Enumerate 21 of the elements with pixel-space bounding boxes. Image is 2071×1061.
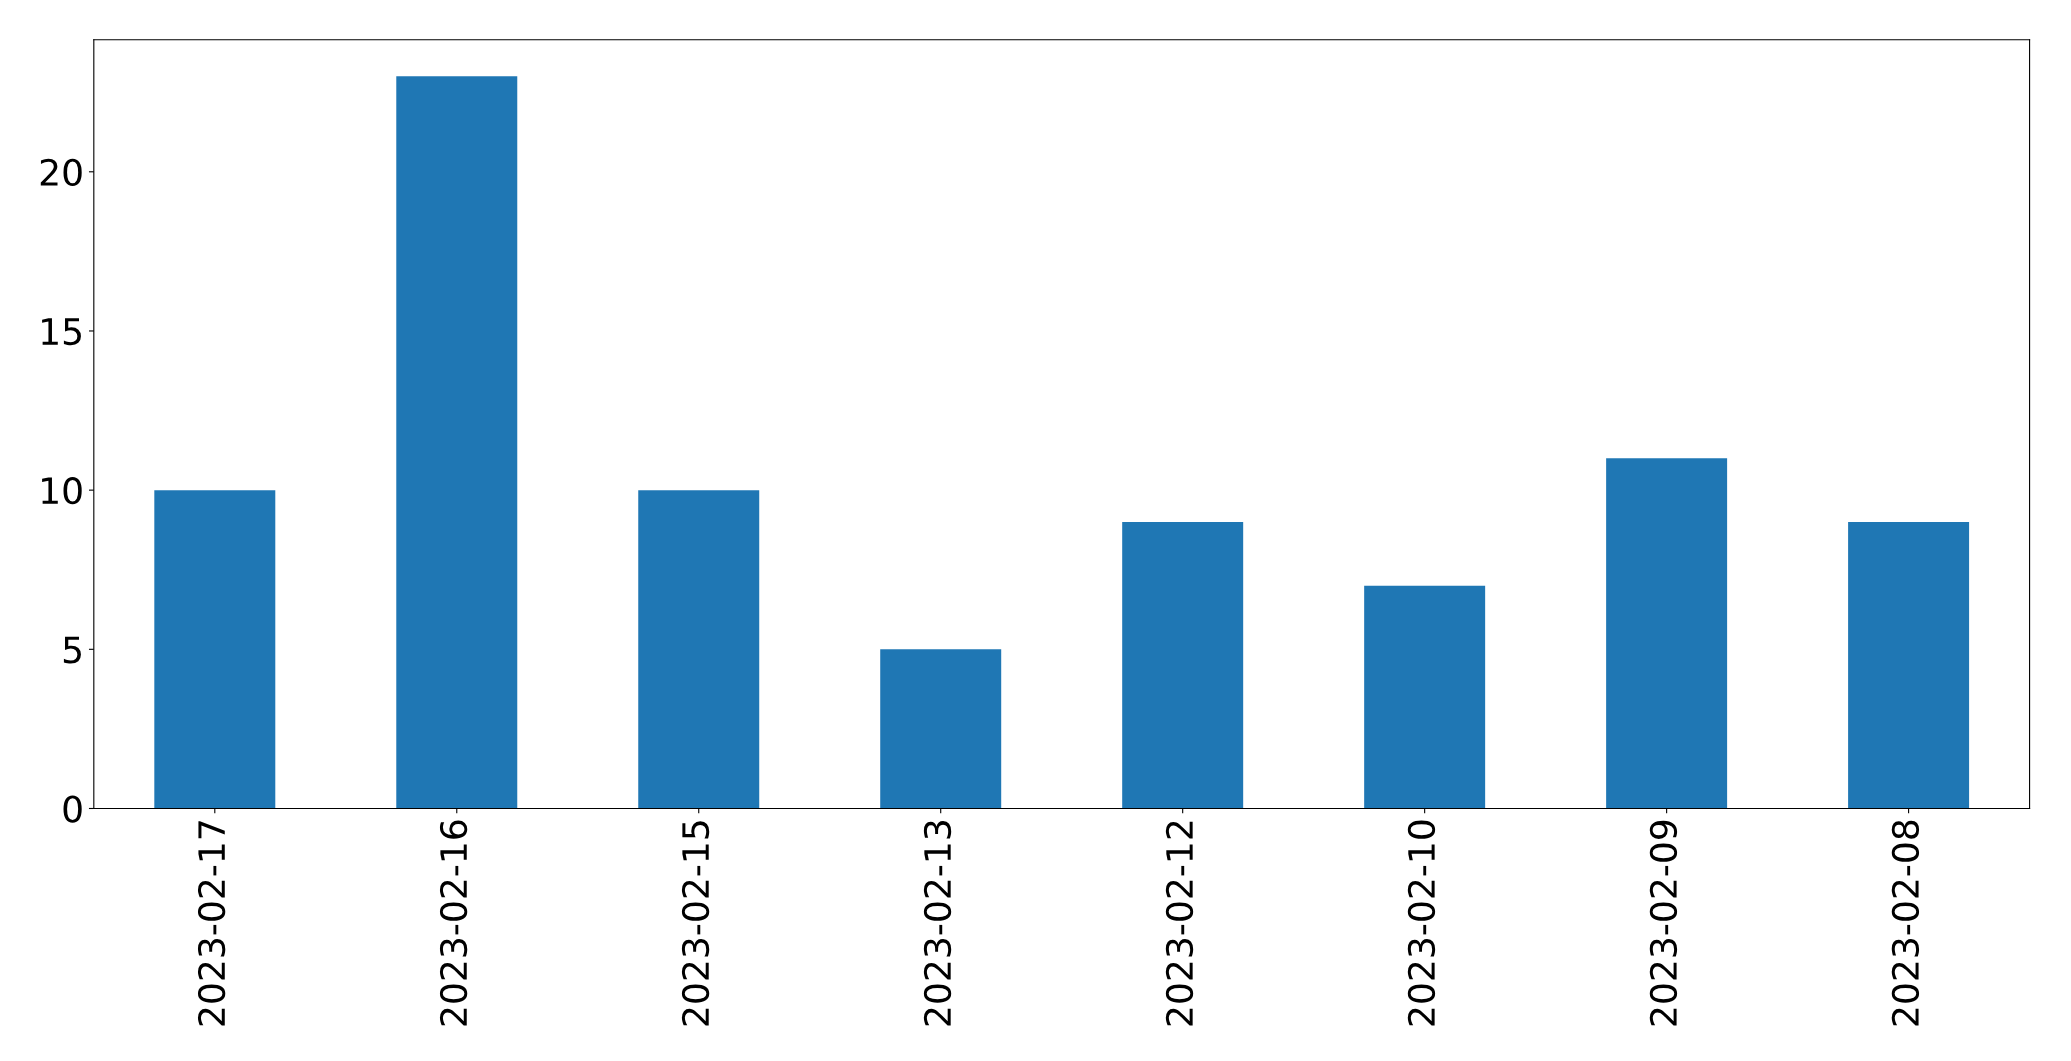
x-tick-label: 2023-02-09: [1649, 820, 1678, 1026]
bar: [154, 490, 276, 809]
y-tick-label: 20: [40, 158, 82, 187]
x-tick-label: 2023-02-13: [923, 821, 952, 1026]
x-tick-label: 2023-02-08: [1891, 820, 1920, 1026]
bar: [1606, 458, 1728, 809]
bar: [1848, 521, 1970, 809]
bar: [638, 490, 760, 809]
x-tick-label: 2023-02-15: [681, 821, 710, 1026]
x-tick-label: 2023-02-17: [197, 821, 226, 1026]
y-tick-label: 0: [63, 795, 82, 823]
x-tick-label: 2023-02-10: [1407, 820, 1436, 1026]
y-tick-label: 5: [63, 636, 81, 664]
bar: [1122, 521, 1244, 809]
y-tick-label: 15: [42, 318, 81, 346]
x-tick-label: 2023-02-12: [1165, 821, 1194, 1026]
bar: [396, 76, 518, 809]
x-tick-label: 2023-02-16: [439, 820, 468, 1026]
bar: [1364, 585, 1486, 809]
bar: [880, 649, 1002, 809]
y-tick-label: 10: [42, 477, 82, 505]
